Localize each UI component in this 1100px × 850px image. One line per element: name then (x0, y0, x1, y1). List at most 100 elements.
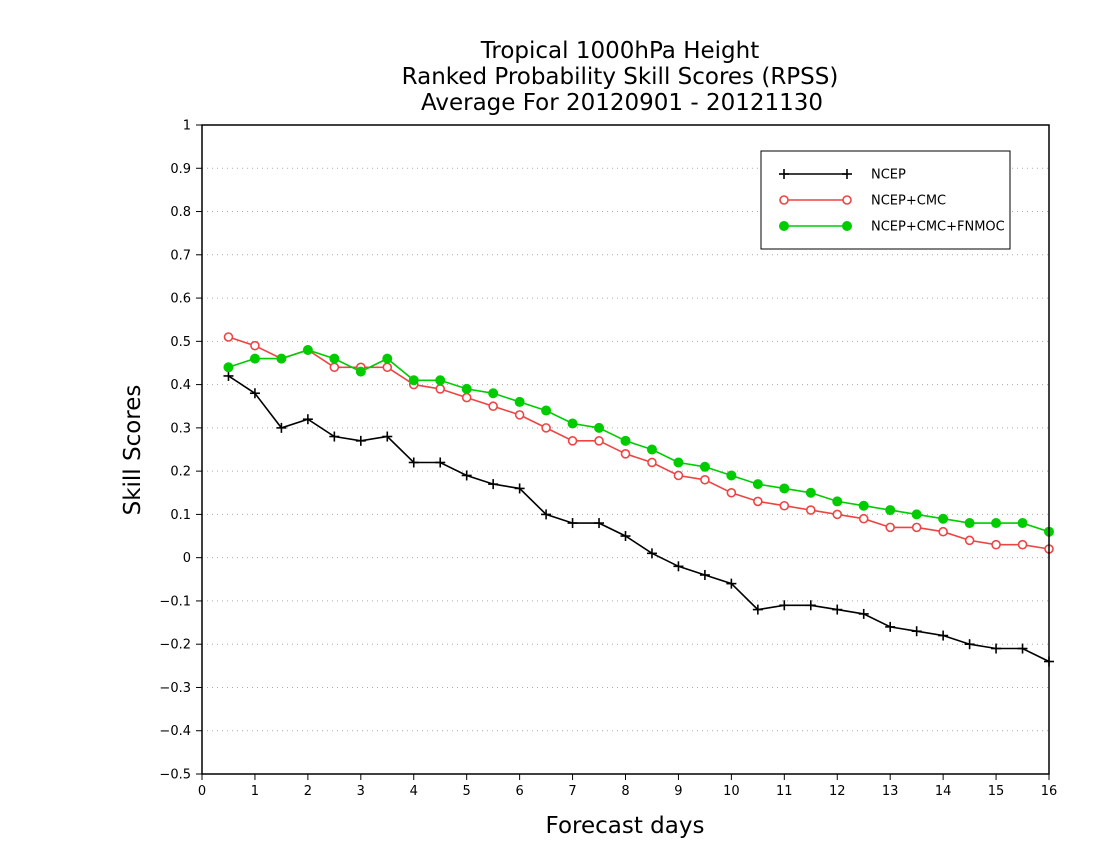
data-point-ncep-cmc-fnmoc (620, 435, 631, 446)
data-point-ncep (991, 643, 1002, 654)
data-point-ncep-cmc (991, 539, 1001, 550)
x-tick-label: 0 (198, 784, 206, 799)
data-point-ncep-cmc-fnmoc (594, 422, 605, 433)
data-point-ncep-cmc (329, 362, 340, 373)
data-point-ncep-cmc-fnmoc (699, 461, 710, 472)
data-point-ncep-cmc-fnmoc (938, 513, 949, 524)
data-point-ncep-cmc (753, 496, 763, 507)
data-point-ncep (567, 518, 578, 529)
data-point-ncep (699, 569, 710, 580)
data-point-ncep-cmc (488, 401, 498, 412)
x-tick-label: 16 (1041, 784, 1058, 799)
data-point-ncep (276, 422, 287, 433)
y-tick-label: 0.4 (170, 378, 191, 393)
y-tick-label: −0.4 (159, 724, 191, 739)
legend-label-ncep-cmc-fnmoc: NCEP+CMC+FNMOC (871, 220, 1005, 235)
data-point-ncep-cmc-fnmoc (435, 375, 446, 386)
x-tick-label: 13 (882, 784, 899, 799)
legend-marker-end (842, 221, 852, 231)
chart-title: Tropical 1000hPa Height Ranked Probabili… (402, 38, 839, 116)
data-point-ncep (938, 630, 949, 641)
data-point-ncep-cmc-fnmoc (249, 353, 260, 364)
data-point-ncep-cmc-fnmoc (832, 496, 843, 507)
legend-marker-start (779, 195, 789, 205)
data-point-ncep-cmc-fnmoc (1017, 518, 1028, 529)
x-tick-label: 11 (776, 784, 793, 799)
data-point-ncep-cmc (673, 470, 684, 481)
x-tick-label: 1 (251, 784, 259, 799)
data-point-ncep-cmc-fnmoc (885, 505, 896, 516)
series-line-ncep (228, 375, 1050, 663)
legend-item-ncep-cmc: NCEP+CMC (779, 194, 946, 209)
data-point-ncep-cmc-fnmoc (514, 396, 525, 407)
data-point-ncep-cmc-fnmoc (276, 353, 287, 364)
data-point-ncep-cmc-fnmoc (911, 509, 922, 520)
chart-title-line-2: Ranked Probability Skill Scores (RPSS) (402, 64, 839, 90)
data-point-ncep (620, 531, 631, 542)
data-point-ncep (223, 370, 234, 381)
data-point-ncep (594, 518, 605, 529)
data-point-ncep-cmc (250, 340, 260, 351)
data-point-ncep-cmc (858, 513, 869, 524)
x-tick-label: 7 (568, 784, 576, 799)
data-point-ncep-cmc-fnmoc (567, 418, 578, 429)
data-point-ncep-cmc (885, 522, 895, 533)
chart-title-line-1: Tropical 1000hPa Height (480, 38, 760, 64)
data-point-ncep-cmc (805, 505, 816, 515)
data-point-ncep-cmc (911, 522, 922, 533)
data-point-ncep (858, 608, 869, 619)
y-tick-label: 0.8 (170, 205, 191, 220)
x-tick-label: 5 (463, 784, 471, 799)
legend-label-ncep: NCEP (871, 168, 906, 183)
data-point-ncep (435, 457, 446, 468)
data-point-ncep-cmc-fnmoc (461, 383, 472, 394)
data-point-ncep (514, 483, 525, 494)
data-point-ncep-cmc (726, 487, 737, 498)
data-point-ncep-cmc (1017, 539, 1028, 550)
gridlines (202, 167, 1049, 732)
data-point-ncep (461, 470, 472, 481)
x-tick-label: 8 (621, 784, 629, 799)
data-point-ncep-cmc-fnmoc (752, 479, 763, 490)
y-tick-label: −0.1 (159, 594, 191, 609)
legend-marker-start (779, 169, 789, 179)
data-point-ncep-cmc (700, 474, 710, 485)
data-point-ncep-cmc-fnmoc (223, 362, 234, 373)
data-point-ncep-cmc (594, 436, 604, 446)
data-point-ncep-cmc (647, 457, 657, 468)
data-point-ncep (779, 600, 790, 611)
data-point-ncep (382, 431, 393, 442)
data-point-ncep-cmc-fnmoc (329, 353, 340, 364)
data-point-ncep (832, 604, 843, 615)
data-point-ncep (646, 548, 657, 559)
data-point-ncep-cmc (567, 436, 578, 446)
data-point-ncep-cmc (382, 362, 393, 373)
y-tick-label: 0.6 (170, 292, 191, 307)
y-tick-label: −0.5 (159, 768, 191, 783)
data-point-ncep (911, 626, 922, 637)
data-point-ncep-cmc (223, 332, 234, 342)
y-tick-label: 0.2 (170, 465, 191, 480)
series-line-ncep-cmc (228, 336, 1050, 550)
data-point-ncep-cmc-fnmoc (964, 518, 975, 529)
data-point-ncep-cmc-fnmoc (805, 487, 816, 498)
y-tick-label: 0.9 (170, 162, 191, 177)
data-point-ncep-cmc-fnmoc (858, 500, 869, 511)
data-point-ncep-cmc (779, 500, 790, 511)
legend-label-ncep-cmc: NCEP+CMC (871, 194, 946, 209)
y-tick-label: −0.3 (159, 681, 191, 696)
data-point-ncep-cmc-fnmoc (646, 444, 657, 455)
data-point-ncep (249, 388, 260, 399)
series-ncep-cmc-fnmoc (223, 344, 1054, 537)
x-tick-label: 15 (988, 784, 1005, 799)
data-point-ncep-cmc-fnmoc (726, 470, 737, 481)
data-point-ncep (408, 457, 419, 468)
data-point-ncep (1017, 643, 1028, 654)
y-axis-ticks: 1 0.9 0.8 0.7 0.6 0.5 0.4 0.3 0.2 0.1 0 −0.1 −0.2 −0.… (159, 119, 202, 783)
data-point-ncep-cmc (964, 535, 975, 546)
data-point-ncep-cmc-fnmoc (355, 366, 366, 377)
chart-title-line-3: Average For 20120901 - 20121130 (421, 90, 823, 116)
y-tick-label: 0.7 (170, 248, 191, 263)
legend-item-ncep-cmc-fnmoc: NCEP+CMC+FNMOC (779, 220, 1005, 235)
